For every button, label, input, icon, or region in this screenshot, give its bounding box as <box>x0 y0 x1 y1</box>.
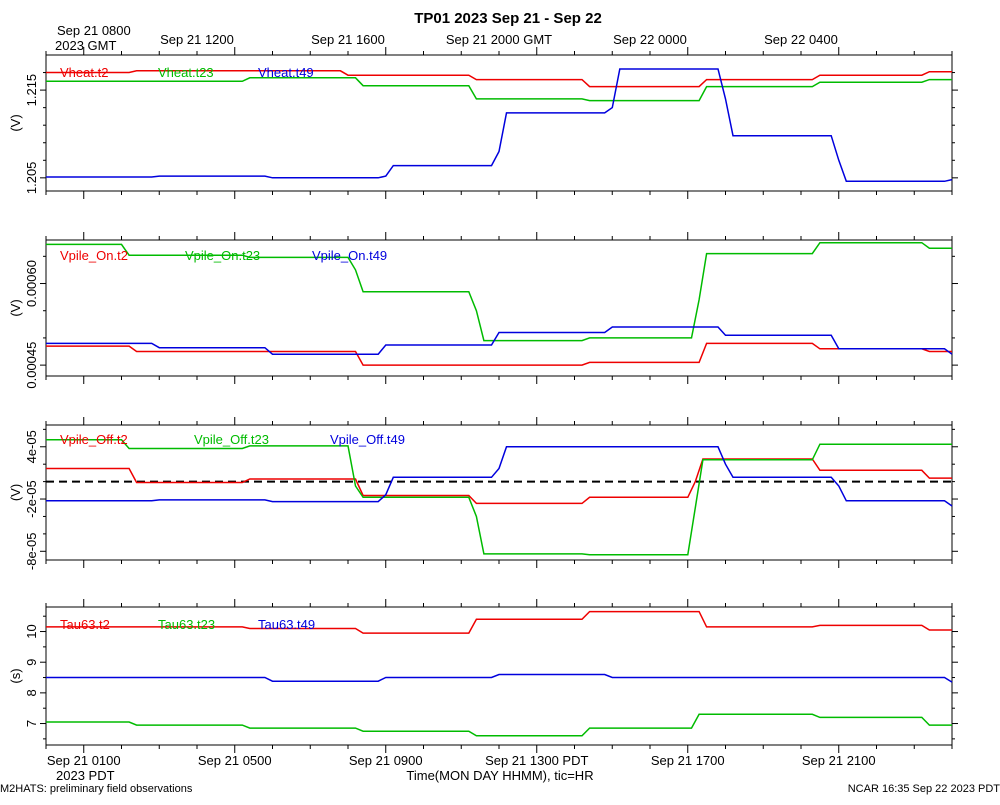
footer-left-note: M2HATS: preliminary field observations <box>0 783 193 795</box>
series-line-vheat-t2 <box>46 70 952 88</box>
panel-frame <box>45 239 953 377</box>
y-axis-label: (V) <box>8 114 23 131</box>
x-axis-label: Time(MON DAY HHMM), tic=HR <box>406 768 593 783</box>
y-tick-label: 7 <box>24 720 39 727</box>
y-tick-label: 9 <box>24 659 39 666</box>
panel-vpile-off: 4e-05 -2e-05 -8e-05 (V) Vpile_Off.t2 Vpile_Of… <box>8 417 958 570</box>
legend-entry: Vpile_Off.t49 <box>330 432 405 447</box>
pdt-year-label: 2023 PDT <box>56 768 115 783</box>
bottom-tick-label: Sep 21 1300 PDT <box>485 753 588 768</box>
bottom-tick-label: Sep 21 0900 <box>349 753 423 768</box>
legend-entry: Vheat.t2 <box>60 65 108 80</box>
series-line-vpile-off-t23 <box>46 439 952 556</box>
y-axis-label: (V) <box>8 299 23 316</box>
y-tick-label: 1.205 <box>24 162 39 195</box>
gmt-start-label-line2: 2023 GMT <box>55 38 116 53</box>
legend-entry: Tau63.t2 <box>60 617 110 632</box>
top-time-axis: Sep 21 1200 Sep 21 1600 Sep 21 2000 GMT Sep… <box>160 32 838 47</box>
gmt-start-label-line1: Sep 21 0800 <box>57 23 131 38</box>
series-line-vpile-on-t23 <box>46 241 952 342</box>
y-tick-label: -2e-05 <box>24 480 39 518</box>
y-tick-label: 8 <box>24 689 39 696</box>
panel-tau63: 7 8 9 10 (s) Tau63.t2 Tau63.t23 Tau63.t49 <box>8 599 958 753</box>
series-line-tau63-t2 <box>46 610 952 634</box>
legend-entry: Vheat.t23 <box>158 65 214 80</box>
top-tick-label: Sep 21 1600 <box>311 32 385 47</box>
legend-entry: Tau63.t23 <box>158 617 215 632</box>
top-tick-label: Sep 22 0000 <box>613 32 687 47</box>
bottom-time-axis: Sep 21 0100 Sep 21 0500 Sep 21 0900 Sep 21 … <box>47 753 876 768</box>
legend-entry: Vpile_On.t49 <box>312 248 387 263</box>
chart-title: TP01 2023 Sep 21 - Sep 22 <box>414 10 602 27</box>
bottom-tick-label: Sep 21 2100 <box>802 753 876 768</box>
y-tick-label: 0.00060 <box>24 260 39 307</box>
top-tick-label: Sep 21 2000 GMT <box>446 32 552 47</box>
y-tick-label: 0.00045 <box>24 342 39 389</box>
y-tick-label: 4e-05 <box>24 430 39 463</box>
series-line-vpile-off-t2 <box>46 458 952 505</box>
series-line-vheat-t23 <box>46 77 952 102</box>
series-line-vpile-on-t2 <box>46 342 952 366</box>
y-axis-label: (s) <box>8 668 23 683</box>
panel-vpile-on: 0.00045 0.00060(V) Vpile_On.t2 Vpile_On.t23… <box>8 232 958 389</box>
y-tick-label: -8e-05 <box>24 533 39 571</box>
legend-entry: Vpile_On.t23 <box>185 248 260 263</box>
panel-vheat: 1.205 1.215(V) Vheat.t2 Vheat.t23 Vheat.t49 <box>8 47 958 199</box>
bottom-tick-label: Sep 21 0500 <box>198 753 272 768</box>
legend-entry: Vpile_Off.t23 <box>194 432 269 447</box>
legend-entry: Tau63.t49 <box>258 617 315 632</box>
y-tick-label: 10 <box>24 624 39 638</box>
legend-entry: Vpile_Off.t2 <box>60 432 128 447</box>
panel-frame <box>45 424 953 561</box>
bottom-tick-label: Sep 21 1700 <box>651 753 725 768</box>
top-tick-label: Sep 21 1200 <box>160 32 234 47</box>
footer-right-note: NCAR 16:35 Sep 22 2023 PDT <box>848 783 1000 795</box>
bottom-tick-label: Sep 21 0100 <box>47 753 121 768</box>
series-line-vpile-on-t49 <box>46 326 953 355</box>
top-tick-label: Sep 22 0400 <box>764 32 838 47</box>
series-line-vheat-t49 <box>46 68 953 183</box>
series-line-tau63-t23 <box>46 713 952 737</box>
legend-entry: Vheat.t49 <box>258 65 314 80</box>
legend-entry: Vpile_On.t2 <box>60 248 128 263</box>
y-tick-label: 1.215 <box>24 74 39 107</box>
series-line-vpile-off-t49 <box>46 446 953 507</box>
series-line-tau63-t49 <box>46 673 953 683</box>
y-axis-label: (V) <box>8 484 23 501</box>
